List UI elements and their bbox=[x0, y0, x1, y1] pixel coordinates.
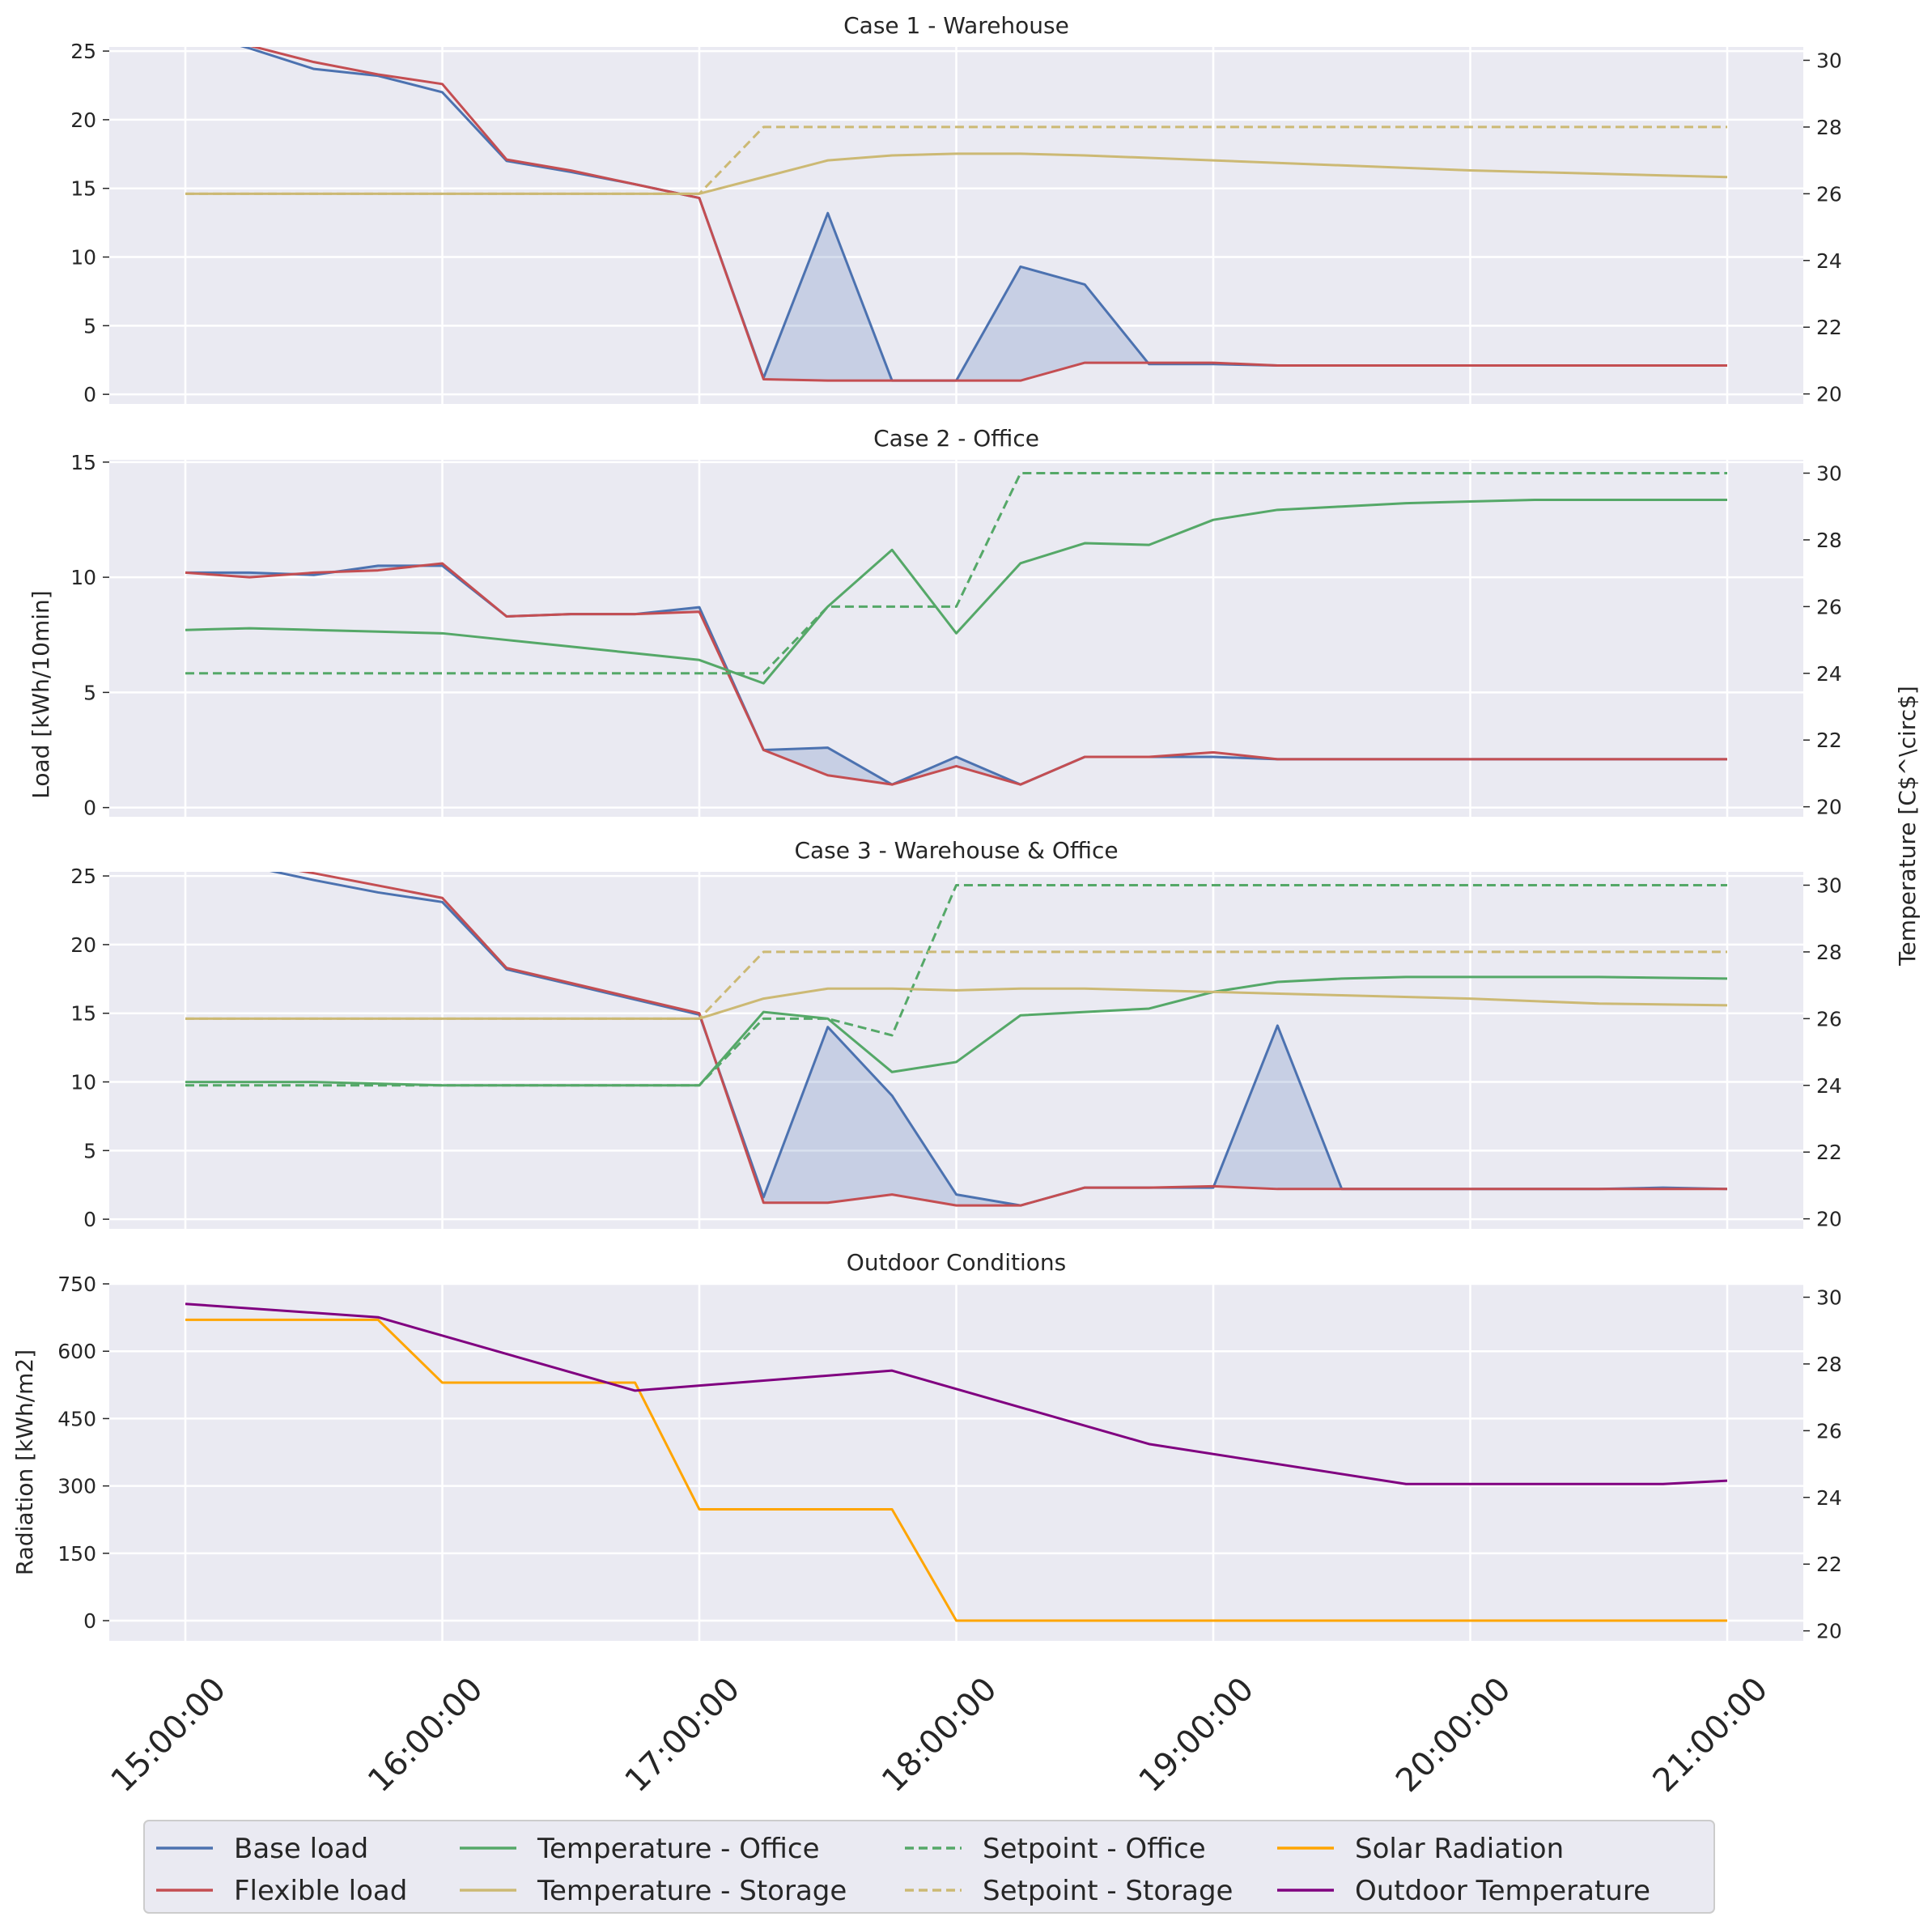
y-tick-label: 15 bbox=[70, 177, 96, 201]
y2-tick-label: 22 bbox=[1816, 1141, 1842, 1164]
y-tick-label: 750 bbox=[57, 1273, 96, 1296]
y2-tick-label: 20 bbox=[1816, 1208, 1842, 1231]
series-flexible-load bbox=[185, 562, 1727, 786]
y2-tick-label: 28 bbox=[1816, 116, 1842, 139]
panel-title: Case 3 - Warehouse & Office bbox=[794, 837, 1118, 864]
panel-title: Case 2 - Office bbox=[873, 425, 1039, 452]
y-tick-label: 5 bbox=[83, 681, 96, 704]
x-tick-label: 19:00:00 bbox=[1132, 1671, 1262, 1800]
y2-tick-label: 24 bbox=[1816, 662, 1842, 686]
temperature-axis-label: Temperature [C$^\circ$] bbox=[1894, 686, 1921, 967]
series-solar-radiation bbox=[185, 1318, 1727, 1622]
y-tick-label: 300 bbox=[57, 1475, 96, 1498]
legend-label: Temperature - Storage bbox=[537, 1875, 847, 1907]
y2-tick-label: 22 bbox=[1816, 316, 1842, 339]
y-tick-label: 0 bbox=[83, 797, 96, 820]
x-tick-label: 21:00:00 bbox=[1646, 1671, 1776, 1800]
y2-tick-label: 28 bbox=[1816, 941, 1842, 964]
y2-tick-label: 28 bbox=[1816, 1353, 1842, 1376]
panel-case2: 0 5 10 15 20 22 24 26 28 30 Case 2 - Office bbox=[70, 425, 1842, 820]
panel-case3: 0 5 10 15 20 25 20 22 24 26 28 30 Case 3 - Warehouse… bbox=[70, 837, 1842, 1231]
y2-tick-label: 24 bbox=[1816, 1486, 1842, 1510]
series-setpoint-storage bbox=[185, 950, 1727, 1020]
y-tick-label: 20 bbox=[70, 933, 96, 957]
legend: Base load Flexible load Temperature - Offi… bbox=[143, 1820, 1715, 1914]
series-temperature-office bbox=[185, 498, 1727, 685]
series-setpoint-office bbox=[185, 471, 1727, 675]
legend-label: Temperature - Office bbox=[537, 1833, 820, 1865]
y2-tick-label: 26 bbox=[1816, 1007, 1842, 1030]
y-tick-label: 20 bbox=[70, 108, 96, 132]
x-tick-label: 18:00:00 bbox=[875, 1671, 1004, 1800]
y-tick-label: 15 bbox=[70, 451, 96, 474]
y2-tick-label: 24 bbox=[1816, 1074, 1842, 1098]
y-tick-label: 25 bbox=[70, 40, 96, 63]
y2-tick-label: 22 bbox=[1816, 1553, 1842, 1576]
y-tick-label: 10 bbox=[70, 246, 96, 270]
series-setpoint-office bbox=[185, 883, 1727, 1087]
y-tick-label: 15 bbox=[70, 1002, 96, 1026]
legend-label: Setpoint - Office bbox=[983, 1833, 1206, 1865]
y2-tick-label: 30 bbox=[1816, 873, 1842, 897]
y-tick-label: 5 bbox=[83, 314, 96, 338]
panel-title: Case 1 - Warehouse bbox=[843, 12, 1069, 39]
y2-tick-label: 28 bbox=[1816, 529, 1842, 552]
y-tick-label: 10 bbox=[70, 1071, 96, 1094]
y2-tick-label: 26 bbox=[1816, 595, 1842, 618]
series-flexible-load bbox=[298, 872, 1727, 1207]
x-tick-label: 17:00:00 bbox=[618, 1671, 748, 1800]
legend-label: Solar Radiation bbox=[1355, 1833, 1564, 1865]
y2-tick-label: 20 bbox=[1816, 1620, 1842, 1643]
series-temperature-storage bbox=[185, 987, 1728, 1020]
y2-tick-label: 26 bbox=[1816, 1419, 1842, 1443]
legend-label: Base load bbox=[234, 1833, 368, 1865]
series-outdoor-temperature bbox=[185, 1302, 1728, 1485]
chart-panels: 0 5 10 15 20 25 20 22 24 26 28 30 Case 1 - Warehouse… bbox=[11, 12, 1842, 1643]
y-tick-label: 5 bbox=[83, 1139, 96, 1162]
y2-tick-label: 30 bbox=[1816, 461, 1842, 485]
y-tick-label: 600 bbox=[57, 1340, 96, 1363]
y2-tick-label: 24 bbox=[1816, 249, 1842, 273]
x-tick-label: 20:00:00 bbox=[1389, 1671, 1518, 1800]
legend-label: Setpoint - Storage bbox=[983, 1875, 1233, 1907]
y-tick-label: 10 bbox=[70, 566, 96, 589]
panel-case1: 0 5 10 15 20 25 20 22 24 26 28 30 Case 1 - Warehouse bbox=[70, 12, 1842, 406]
series-setpoint-storage bbox=[185, 125, 1727, 195]
plot-content bbox=[185, 471, 1727, 786]
y-tick-label: 0 bbox=[83, 1208, 96, 1231]
legend-label: Flexible load bbox=[234, 1875, 407, 1907]
y2-tick-label: 20 bbox=[1816, 383, 1842, 406]
legend-label: Outdoor Temperature bbox=[1355, 1875, 1650, 1907]
y-tick-label: 150 bbox=[57, 1542, 96, 1566]
plot-content bbox=[185, 1302, 1728, 1622]
plot-content bbox=[185, 47, 1728, 382]
y2-tick-label: 26 bbox=[1816, 182, 1842, 206]
y-tick-label: 450 bbox=[57, 1407, 96, 1430]
y2-tick-label: 22 bbox=[1816, 729, 1842, 752]
y2-tick-label: 30 bbox=[1816, 49, 1842, 72]
panel-title: Outdoor Conditions bbox=[847, 1249, 1066, 1276]
x-tick-label: 16:00:00 bbox=[361, 1671, 490, 1800]
y-tick-label: 0 bbox=[83, 383, 96, 406]
y-tick-label: 25 bbox=[70, 865, 96, 888]
load-axis-label: Load [kWh/10min] bbox=[28, 590, 54, 798]
x-axis-tick-labels: 15:00:00 16:00:00 17:00:00 18:00:00 19:00:00… bbox=[104, 1671, 1776, 1800]
x-tick-label: 15:00:00 bbox=[104, 1671, 234, 1800]
y-tick-label: 0 bbox=[83, 1609, 96, 1633]
y2-tick-label: 20 bbox=[1816, 796, 1842, 819]
panel-outdoor: 0 150 300 450 600 750 20 22 24 26 28 30 Outdoor Cond… bbox=[11, 1249, 1842, 1643]
plot-content bbox=[185, 872, 1728, 1207]
radiation-axis-label: Radiation [kWh/m2] bbox=[11, 1349, 38, 1575]
y2-tick-label: 30 bbox=[1816, 1285, 1842, 1309]
series-flexible-load bbox=[249, 47, 1727, 382]
